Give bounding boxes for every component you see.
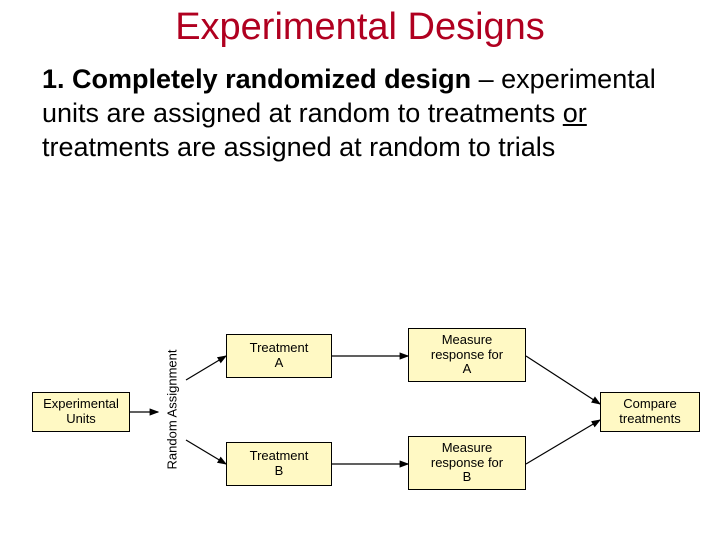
flow-diagram: ExperimentalUnits TreatmentA TreatmentB Mea… (0, 320, 720, 520)
bullet-lead: Completely randomized design (72, 64, 471, 94)
edge (186, 356, 226, 380)
node-treat_a: TreatmentA (226, 334, 332, 378)
bullet-sep: – (471, 64, 501, 94)
edge (526, 420, 600, 464)
node-meas_b: Measureresponse forB (408, 436, 526, 490)
edge (186, 440, 226, 464)
bullet-underlined: or (563, 98, 587, 128)
bullet-number: 1. (42, 64, 65, 94)
random-assignment-label: Random Assignment (165, 340, 180, 480)
node-exp_units: ExperimentalUnits (32, 392, 130, 432)
bullet-item: 1. Completely randomized design – experi… (0, 49, 720, 164)
edge (526, 356, 600, 404)
node-treat_b: TreatmentB (226, 442, 332, 486)
bullet-body-post: treatments are assigned at random to tri… (42, 132, 555, 162)
page-title: Experimental Designs (0, 0, 720, 49)
node-meas_a: Measureresponse forA (408, 328, 526, 382)
node-compare: Comparetreatments (600, 392, 700, 432)
